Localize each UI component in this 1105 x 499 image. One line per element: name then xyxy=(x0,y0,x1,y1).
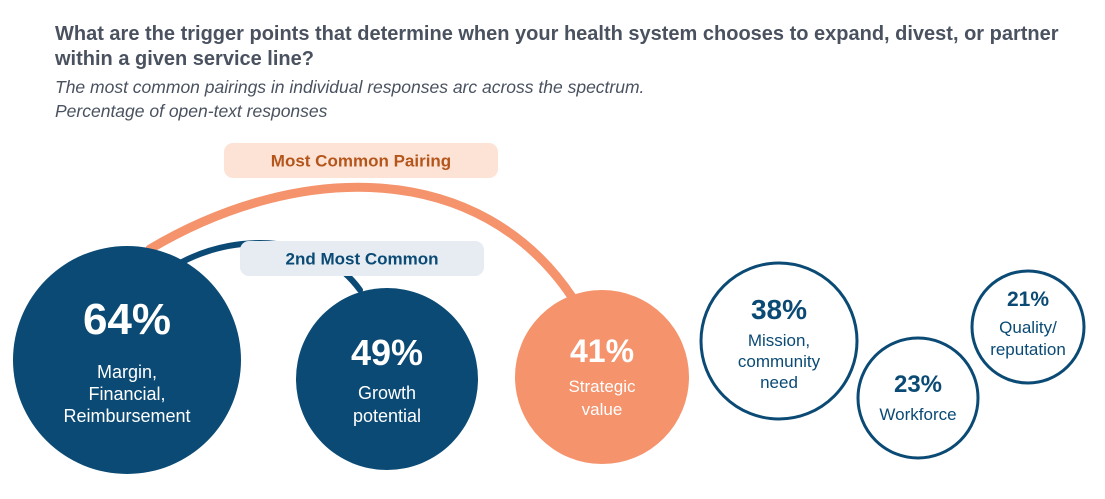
chart-subtitle: The most common pairings in individual r… xyxy=(55,77,645,97)
bubble-label-line: Margin, xyxy=(97,362,157,382)
bubble-label-3: Mission, community need xyxy=(738,331,821,392)
bubble-0 xyxy=(13,246,241,474)
bubble-label-line: community xyxy=(738,352,821,371)
bubble-label-line: Financial, xyxy=(88,384,165,404)
bubble-label-line: Workforce xyxy=(879,405,956,424)
bubble-label-line: Reimbursement xyxy=(63,406,190,426)
bubble-value-3: 38% xyxy=(751,294,807,325)
bubble-label-5: Quality/reputation xyxy=(990,318,1066,359)
bubble-label-line: value xyxy=(582,400,623,419)
bubble-label-4: Workforce xyxy=(879,405,956,424)
bubble-label-line: Quality/ xyxy=(999,318,1057,337)
bubble-label-line: need xyxy=(760,373,798,392)
chart-title: What are the trigger points that determi… xyxy=(55,23,1059,70)
chart-note: Percentage of open-text responses xyxy=(55,101,328,121)
bubble-value-5: 21% xyxy=(1007,288,1049,311)
bubble-label-line: Growth xyxy=(358,383,416,403)
bubble-label-line: potential xyxy=(353,406,421,426)
bubble-4 xyxy=(856,336,980,460)
bubble-3 xyxy=(699,261,859,421)
most-common-pairing-label: Most Common Pairing xyxy=(271,152,451,171)
bubble-label-line: Mission, xyxy=(748,331,810,350)
bubble-value-2: 41% xyxy=(570,333,634,369)
bubble-label-line: Strategic xyxy=(568,377,636,396)
bubble-label-2: Strategic value xyxy=(568,377,636,419)
bubble-label-line: reputation xyxy=(990,340,1066,359)
most-common-pairing-pill xyxy=(224,143,498,178)
bubble-value-1: 49% xyxy=(351,332,423,373)
bubble-label-0: Margin, Financial, Reimbursement xyxy=(63,362,190,426)
bubble-2 xyxy=(515,290,689,464)
bubble-5 xyxy=(970,269,1086,385)
bubble-1 xyxy=(296,288,478,470)
second-common-pairing-pill xyxy=(240,241,484,276)
second-common-pairing-label: 2nd Most Common xyxy=(286,250,439,269)
bubble-value-0: 64% xyxy=(83,295,171,344)
bubble-label-1: Growth potential xyxy=(353,383,421,426)
bubble-value-4: 23% xyxy=(894,371,942,398)
most-common-pairing-arc xyxy=(145,182,577,302)
